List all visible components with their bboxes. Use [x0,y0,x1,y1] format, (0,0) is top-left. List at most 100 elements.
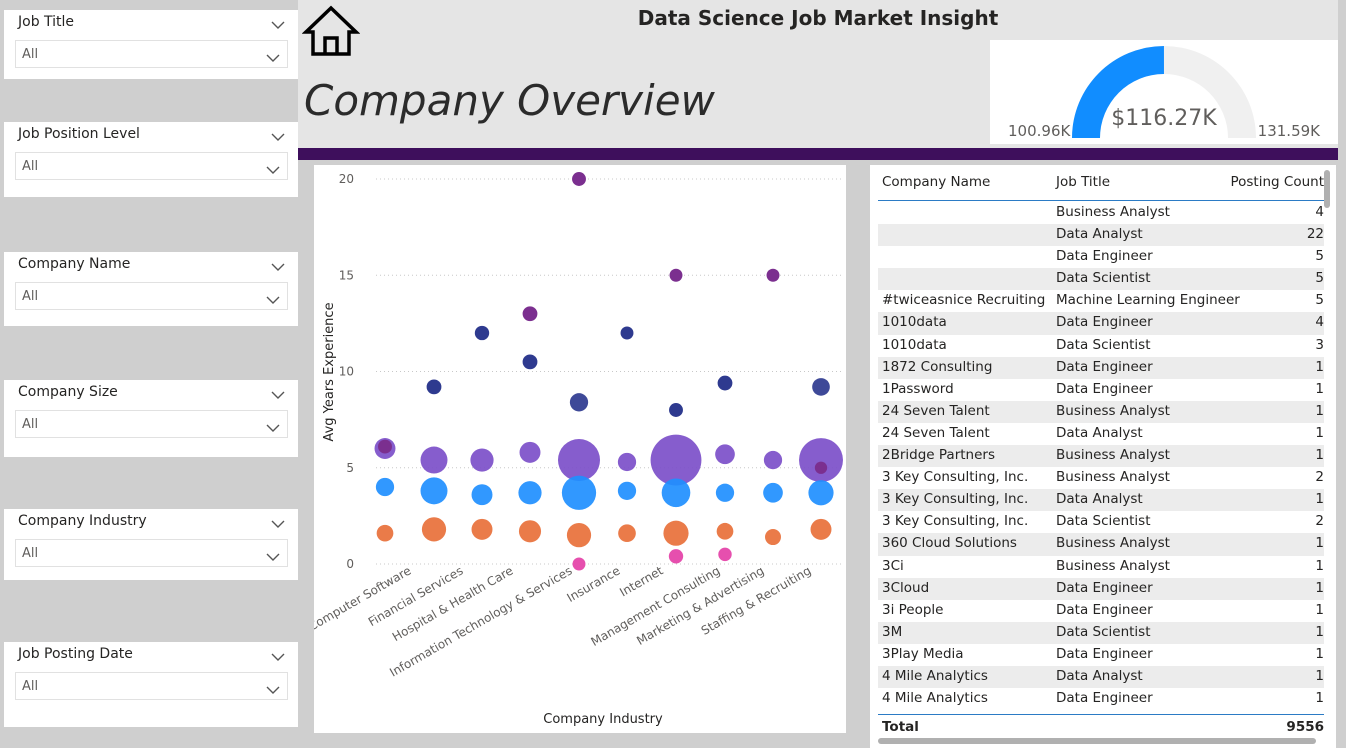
table-row[interactable]: 1010data Data Engineer 4 [878,312,1324,335]
company-cell: 4 Mile Analytics [882,690,988,707]
job-title-cell: Data Engineer [1056,314,1153,331]
table-row[interactable]: 3 Key Consulting, Inc. Business Analyst 2 [878,467,1324,489]
slicer-value: All [22,47,39,62]
table-row[interactable]: 1Password Data Engineer 1 [878,379,1324,401]
job-title-cell: Data Engineer [1056,645,1153,662]
posting-count-cell: 1 [1315,424,1324,441]
chevron-down-icon[interactable] [265,419,281,432]
gauge-max-label: 131.59K [1257,122,1320,140]
slicer-2[interactable]: Company Name All [4,252,298,326]
table-row[interactable]: 3Ci Business Analyst 1 [878,556,1324,578]
slicer-value: All [22,546,39,561]
slicer-5[interactable]: Job Posting Date All [4,642,298,727]
table-row[interactable]: Data Engineer 5 [878,246,1324,268]
table-row[interactable]: Data Analyst 22 [878,224,1324,247]
table-row[interactable]: 3i People Data Engineer 1 [878,600,1324,622]
posting-count-cell: 1 [1315,623,1324,640]
company-cell: 24 Seven Talent [882,402,990,419]
data-point [375,477,395,497]
posting-count-cell: 1 [1315,491,1324,508]
chevron-down-icon[interactable] [265,681,281,694]
table-horizontal-scrollbar[interactable] [878,738,1316,744]
table-row[interactable]: 24 Seven Talent Business Analyst 1 [878,400,1324,423]
slicer-dropdown[interactable]: All [15,40,288,68]
posting-count-cell: 5 [1315,248,1324,265]
table-row[interactable]: Business Analyst 4 [878,202,1324,224]
job-title-cell: Data Scientist [1056,270,1151,287]
salary-gauge[interactable]: 100.96K $116.27K 131.59K [990,40,1338,144]
column-header-posting-count[interactable]: Posting Count [1230,174,1324,190]
data-point [519,441,541,463]
table-row[interactable]: 3M Data Scientist 1 [878,621,1324,644]
data-point [799,438,843,483]
job-title-cell: Data Engineer [1056,380,1153,397]
column-header-job-title[interactable]: Job Title [1056,174,1111,190]
posting-count-cell: 5 [1315,270,1324,287]
data-point [808,480,834,506]
chevron-down-icon[interactable] [270,648,286,661]
company-table[interactable]: Company Name Job Title Posting Count Bus… [870,165,1336,748]
data-point [766,268,780,282]
chevron-down-icon[interactable] [270,386,286,399]
table-row[interactable]: 3Cloud Data Engineer 1 [878,577,1324,600]
table-row[interactable]: #twiceasnice Recruiting Machine Learning … [878,290,1324,312]
table-row[interactable]: Data Scientist 5 [878,268,1324,291]
slicer-dropdown[interactable]: All [15,282,288,310]
slicer-dropdown[interactable]: All [15,152,288,180]
chevron-down-icon[interactable] [270,258,286,271]
chevron-down-icon[interactable] [265,291,281,304]
gauge-value-label: $116.27K [1111,106,1217,131]
table-row[interactable]: 2Bridge Partners Business Analyst 1 [878,445,1324,468]
scatter-chart: 0 5 10 15 20 Avg Years Experience Company Indu… [314,172,843,727]
gauge-min-label: 100.96K [1008,122,1071,140]
posting-count-cell: 1 [1315,557,1324,574]
chevron-down-icon[interactable] [270,128,286,141]
chevron-down-icon[interactable] [270,515,286,528]
column-header-company[interactable]: Company Name [882,174,991,190]
job-title-cell: Data Scientist [1056,623,1151,640]
chevron-down-icon[interactable] [265,548,281,561]
posting-count-cell: 1 [1315,358,1324,375]
report-header: Data Science Job Market Insight Company … [298,0,1338,148]
data-point [618,524,636,543]
y-tick-label: 0 [346,557,354,571]
data-point [566,523,592,548]
data-point [620,326,634,340]
posting-count-cell: 22 [1306,226,1324,243]
table-row[interactable]: 24 Seven Talent Data Analyst 1 [878,423,1324,445]
table-body: Business Analyst 4 Data Analyst 22 Data Engi… [878,202,1324,712]
experience-by-industry-chart[interactable]: 0 5 10 15 20 Avg Years Experience Company Indu… [314,165,846,733]
slicer-0[interactable]: Job Title All [4,10,298,79]
table-row[interactable]: 4 Mile Analytics Data Engineer 1 [878,688,1324,710]
data-point [518,520,542,543]
chevron-down-icon[interactable] [265,161,281,174]
table-row[interactable]: 1010data Data Scientist 3 [878,335,1324,357]
table-total-row: Total 9556 [878,714,1324,740]
home-icon[interactable] [302,4,360,56]
table-row[interactable]: 1872 Consulting Data Engineer 1 [878,356,1324,379]
slicer-title: Company Name [18,256,131,272]
slicer-dropdown[interactable]: All [15,539,288,567]
posting-count-cell: 3 [1315,336,1324,353]
data-point [668,549,684,564]
slicer-3[interactable]: Company Size All [4,380,298,457]
slicer-value: All [22,159,39,174]
job-title-cell: Data Engineer [1056,601,1153,618]
slicer-4[interactable]: Company Industry All [4,509,298,580]
chevron-down-icon[interactable] [270,16,286,29]
chevron-down-icon[interactable] [265,49,281,62]
table-vertical-scrollbar[interactable] [1324,170,1330,208]
data-point [378,439,392,454]
table-row[interactable]: 3 Key Consulting, Inc. Data Analyst 1 [878,489,1324,512]
slicer-1[interactable]: Job Position Level All [4,122,298,197]
table-row[interactable]: 4 Mile Analytics Data Analyst 1 [878,665,1324,689]
slicer-dropdown[interactable]: All [15,410,288,438]
table-row[interactable]: 3Play Media Data Engineer 1 [878,644,1324,666]
data-point [376,524,394,542]
x-tick-label: Internet [617,563,666,599]
job-title-cell: Data Analyst [1056,491,1143,508]
slicer-dropdown[interactable]: All [15,672,288,700]
table-row[interactable]: 3 Key Consulting, Inc. Data Scientist 2 [878,511,1324,533]
data-point [715,444,735,465]
table-row[interactable]: 360 Cloud Solutions Business Analyst 1 [878,533,1324,556]
